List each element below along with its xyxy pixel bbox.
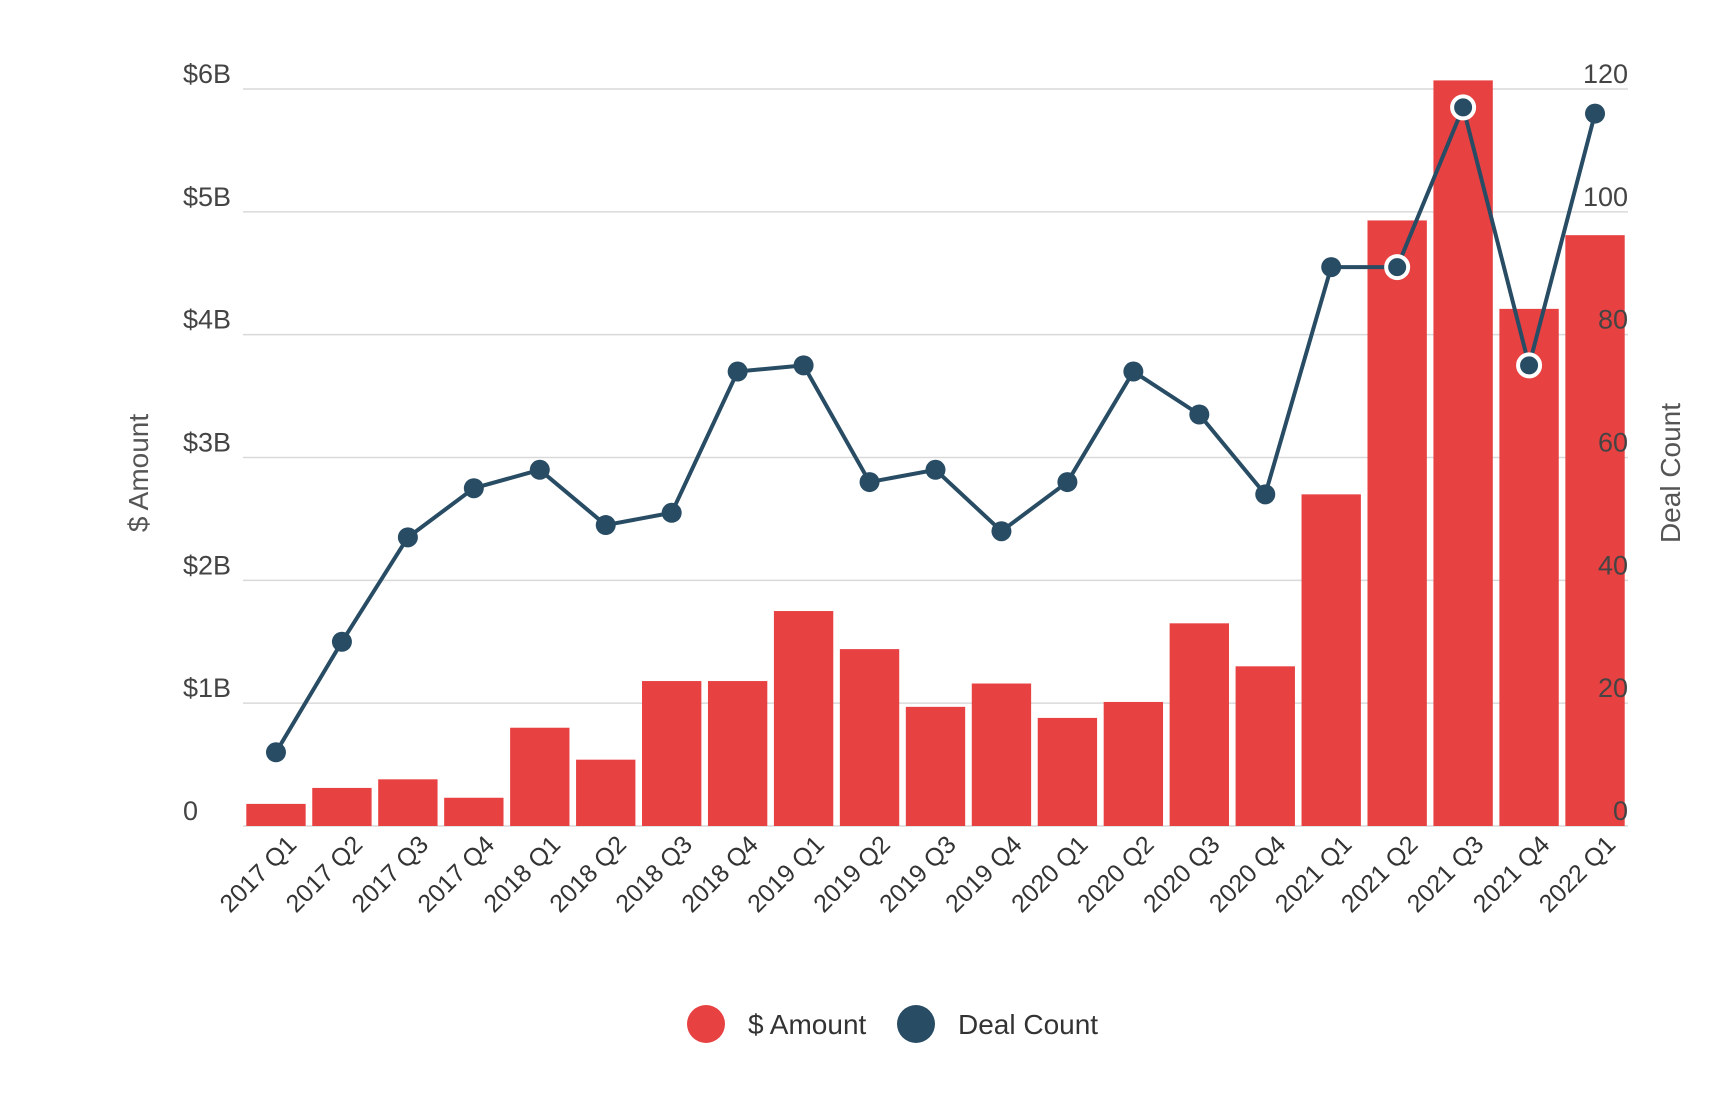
bar[interactable]: [971, 683, 1032, 826]
line-point[interactable]: [595, 515, 616, 536]
bar[interactable]: [1565, 235, 1625, 827]
bar[interactable]: [707, 681, 768, 826]
line-point[interactable]: [991, 521, 1012, 542]
bar[interactable]: [1235, 666, 1295, 826]
bar[interactable]: [642, 681, 702, 826]
bar[interactable]: [1367, 220, 1427, 827]
legend-label-amount: $ Amount: [748, 1009, 867, 1040]
y-tick-label: $1B: [183, 673, 231, 703]
bar[interactable]: [246, 803, 306, 826]
line-point[interactable]: [1321, 257, 1342, 278]
bar[interactable]: [1499, 308, 1559, 826]
bar[interactable]: [378, 779, 438, 826]
y-tick-label: $6B: [183, 59, 231, 89]
y-tick-label: 0: [183, 796, 198, 826]
y-tick-label: $3B: [183, 428, 231, 458]
bar[interactable]: [510, 727, 570, 826]
y2-tick-label: 120: [1583, 59, 1628, 89]
legend-item-deal-count[interactable]: Deal Count: [897, 1005, 1098, 1043]
legend-label-deal-count: Deal Count: [958, 1009, 1098, 1040]
y2-axis-title: Deal Count: [1655, 403, 1686, 543]
y2-tick-label: 0: [1613, 796, 1628, 826]
legend-swatch-amount: [687, 1005, 725, 1043]
line-point[interactable]: [1123, 361, 1144, 382]
y2-tick-label: 80: [1598, 305, 1628, 335]
line-point[interactable]: [397, 527, 418, 548]
y2-tick-label: 60: [1598, 428, 1628, 458]
bar-series: [246, 80, 1625, 827]
legend-swatch-deal-count: [897, 1005, 935, 1043]
y-tick-label: $2B: [183, 550, 231, 580]
line-point[interactable]: [1255, 484, 1276, 505]
line-point[interactable]: [661, 502, 682, 523]
bar[interactable]: [1103, 701, 1164, 826]
line-point[interactable]: [331, 631, 352, 652]
bar[interactable]: [312, 787, 372, 826]
line-point[interactable]: [463, 478, 484, 499]
line-point[interactable]: [859, 472, 880, 493]
line-point[interactable]: [1189, 404, 1210, 425]
bar[interactable]: [839, 649, 900, 826]
bar[interactable]: [773, 611, 834, 826]
legend-item-amount[interactable]: $ Amount: [687, 1005, 867, 1043]
line-point[interactable]: [1384, 254, 1411, 281]
line-point[interactable]: [793, 355, 814, 376]
gridlines: [243, 88, 1628, 827]
y-axis-title: $ Amount: [123, 414, 154, 533]
legend: $ Amount Deal Count: [687, 1005, 1098, 1043]
y2-tick-label: 40: [1598, 550, 1628, 580]
line-point[interactable]: [1450, 94, 1477, 121]
line-point[interactable]: [925, 459, 946, 480]
bar[interactable]: [444, 797, 504, 826]
line-point[interactable]: [529, 459, 550, 480]
line-point[interactable]: [265, 742, 286, 763]
bar[interactable]: [576, 759, 636, 826]
y-tick-label: $5B: [183, 182, 231, 212]
bar[interactable]: [905, 706, 966, 826]
y-tick-label: $4B: [183, 305, 231, 335]
bar[interactable]: [1433, 80, 1493, 826]
line-point[interactable]: [1057, 472, 1078, 493]
line-point[interactable]: [1516, 352, 1543, 379]
y2-tick-label: 20: [1598, 673, 1628, 703]
line-series: [265, 94, 1606, 763]
bar[interactable]: [1301, 494, 1361, 826]
bar[interactable]: [1037, 717, 1098, 826]
bar[interactable]: [1169, 623, 1229, 826]
line-point[interactable]: [727, 361, 748, 382]
y2-tick-label: 100: [1583, 182, 1628, 212]
line-point[interactable]: [1585, 103, 1606, 124]
